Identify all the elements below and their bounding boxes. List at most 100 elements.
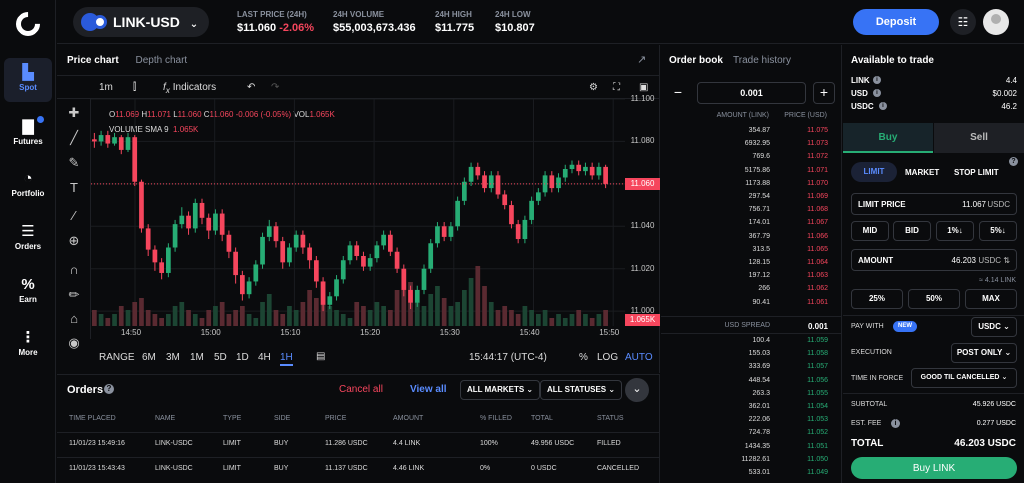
ask-row[interactable]: 197.12 11.063 [661, 269, 842, 282]
info-icon[interactable]: i [873, 89, 881, 97]
crosshair-icon[interactable]: ✚ [68, 105, 80, 120]
nav-more[interactable]: ⋮ More [4, 323, 52, 367]
swap-icon[interactable]: ⇅ [1003, 256, 1010, 265]
pct-50-button[interactable]: 50% [908, 289, 960, 309]
range-4h[interactable]: 4H [258, 352, 271, 363]
amount-field[interactable]: AMOUNT 46.203 USDC ⇅ [851, 249, 1017, 271]
pct-25-button[interactable]: 25% [851, 289, 903, 309]
pct-max-button[interactable]: MAX [965, 289, 1017, 309]
interval-selector[interactable]: 1m [99, 82, 113, 93]
ask-row[interactable]: 174.01 11.067 [661, 216, 842, 229]
range-1m[interactable]: 1M [190, 352, 204, 363]
redo-icon[interactable]: ↷ [271, 82, 280, 93]
trendline-icon[interactable]: ╱ [70, 130, 78, 145]
bid-row[interactable]: 724.78 11.052 [661, 426, 842, 439]
execution-select[interactable]: POST ONLY ⌄ [951, 343, 1017, 363]
bid-row[interactable]: 155.03 11.058 [661, 347, 842, 360]
tab-trade-history[interactable]: Trade history [733, 55, 791, 66]
calendar-icon[interactable]: ▤ [316, 351, 326, 362]
time-in-force-select[interactable]: GOOD TIL CANCELLED ⌄ [911, 368, 1017, 388]
ask-row[interactable]: 769.6 11.072 [661, 150, 842, 163]
bid-row[interactable]: 448.54 11.056 [661, 374, 842, 387]
nav-spot[interactable]: ▙ Spot [4, 58, 52, 102]
bid-row[interactable]: 222.06 11.053 [661, 413, 842, 426]
one-percent-down-button[interactable]: 1%↓ [936, 221, 974, 241]
coinbase-logo-icon[interactable] [11, 7, 45, 41]
markets-filter[interactable]: ALL MARKETS ⌄ [460, 380, 541, 400]
ask-row[interactable]: 6932.95 11.073 [661, 137, 842, 150]
ask-row[interactable]: 756.71 11.068 [661, 203, 842, 216]
info-icon[interactable]: ? [1009, 157, 1018, 166]
eye-icon[interactable]: ◉ [68, 335, 80, 350]
order-type-limit[interactable]: LIMIT [851, 162, 897, 182]
table-row[interactable]: 11/01/23 15:43:43 LINK-USDC LIMIT BUY 11.137… [57, 457, 660, 475]
info-icon[interactable]: i [879, 102, 887, 110]
range-5d[interactable]: 5D [214, 352, 227, 363]
nav-orders[interactable]: ☰ Orders [4, 217, 52, 261]
view-all-link[interactable]: View all [410, 384, 447, 395]
status-filter[interactable]: ALL STATUSES ⌄ [540, 380, 623, 400]
buy-tab[interactable]: Buy [843, 123, 933, 153]
deposit-button[interactable]: Deposit [853, 9, 939, 35]
bid-row[interactable]: 333.69 11.057 [661, 360, 842, 373]
range-6m[interactable]: 6M [142, 352, 156, 363]
camera-icon[interactable]: ▣ [639, 82, 649, 93]
order-type-market[interactable]: MARKET [905, 168, 940, 177]
ask-row[interactable]: 1173.88 11.070 [661, 177, 842, 190]
ask-row[interactable]: 128.15 11.064 [661, 256, 842, 269]
tab-price-chart[interactable]: Price chart [67, 55, 119, 66]
tab-depth-chart[interactable]: Depth chart [135, 55, 188, 66]
sell-tab[interactable]: Sell [934, 123, 1024, 153]
bid-row[interactable]: 533.01 11.049 [661, 466, 842, 479]
pay-with-select[interactable]: USDC ⌄ [971, 317, 1017, 337]
lock-icon[interactable]: ⌂ [70, 311, 78, 326]
info-icon[interactable]: i [873, 76, 881, 84]
pencil-lock-icon[interactable]: ✏ [68, 287, 80, 302]
ask-row[interactable]: 297.54 11.069 [661, 190, 842, 203]
magnet-icon[interactable]: ∩ [69, 262, 79, 277]
expand-icon[interactable]: ↗ [637, 54, 647, 66]
cancel-all-button[interactable]: Cancel all [339, 384, 383, 395]
ask-row[interactable]: 354.87 11.075 [661, 124, 842, 137]
bid-price-button[interactable]: BID [893, 221, 931, 241]
decrease-increment-button[interactable]: − [673, 84, 683, 100]
nav-earn[interactable]: % Earn [4, 270, 52, 314]
ask-row[interactable]: 90.41 11.061 [661, 296, 842, 309]
zoom-in-icon[interactable]: ⊕ [68, 233, 80, 248]
auto-scale-toggle[interactable]: AUTO [625, 352, 653, 363]
range-3m[interactable]: 3M [166, 352, 180, 363]
nav-portfolio[interactable]: ◔ Portfolio [4, 164, 52, 208]
nav-futures[interactable]: ▇ Futures [4, 112, 52, 156]
settings-gear-icon[interactable]: ⚙ [589, 82, 598, 93]
bid-row[interactable]: 362.01 11.054 [661, 400, 842, 413]
undo-icon[interactable]: ↶ [247, 82, 256, 93]
bid-row[interactable]: 11282.61 11.050 [661, 453, 842, 466]
info-icon[interactable]: i [891, 419, 900, 428]
log-scale-toggle[interactable]: LOG [597, 352, 619, 363]
candlestick-chart[interactable] [91, 99, 625, 326]
brush-icon[interactable]: ✎ [68, 155, 80, 170]
indicators-button[interactable]: fx Indicators [163, 82, 216, 95]
limit-price-field[interactable]: LIMIT PRICE 11.067 USDC [851, 193, 1017, 215]
amount-value[interactable]: 46.203 [951, 256, 976, 265]
bid-row[interactable]: 263.3 11.055 [661, 387, 842, 400]
ruler-icon[interactable]: ∕ [72, 208, 76, 223]
table-row[interactable]: 11/01/23 15:49:16 LINK-USDC LIMIT BUY 11.286… [57, 432, 660, 450]
ask-row[interactable]: 367.79 11.066 [661, 230, 842, 243]
order-type-stop-limit[interactable]: STOP LIMIT [954, 168, 999, 177]
ask-row[interactable]: 313.5 11.065 [661, 243, 842, 256]
ask-row[interactable]: 266 11.062 [661, 282, 842, 295]
bid-row[interactable]: 1434.35 11.051 [661, 440, 842, 453]
percent-scale-toggle[interactable]: % [579, 352, 588, 363]
bid-row[interactable]: 100.4 11.059 [661, 334, 842, 347]
range-1d[interactable]: 1D [236, 352, 249, 363]
buy-link-button[interactable]: Buy LINK [851, 457, 1017, 479]
info-icon[interactable]: ? [104, 384, 114, 394]
increase-increment-button[interactable]: + [813, 82, 835, 104]
mid-price-button[interactable]: MID [851, 221, 889, 241]
ask-row[interactable]: 5175.86 11.071 [661, 164, 842, 177]
tab-order-book[interactable]: Order book [669, 55, 723, 66]
avatar[interactable] [983, 9, 1009, 35]
range-1h[interactable]: 1H [280, 352, 293, 366]
limit-price-value[interactable]: 11.067 [962, 200, 986, 209]
